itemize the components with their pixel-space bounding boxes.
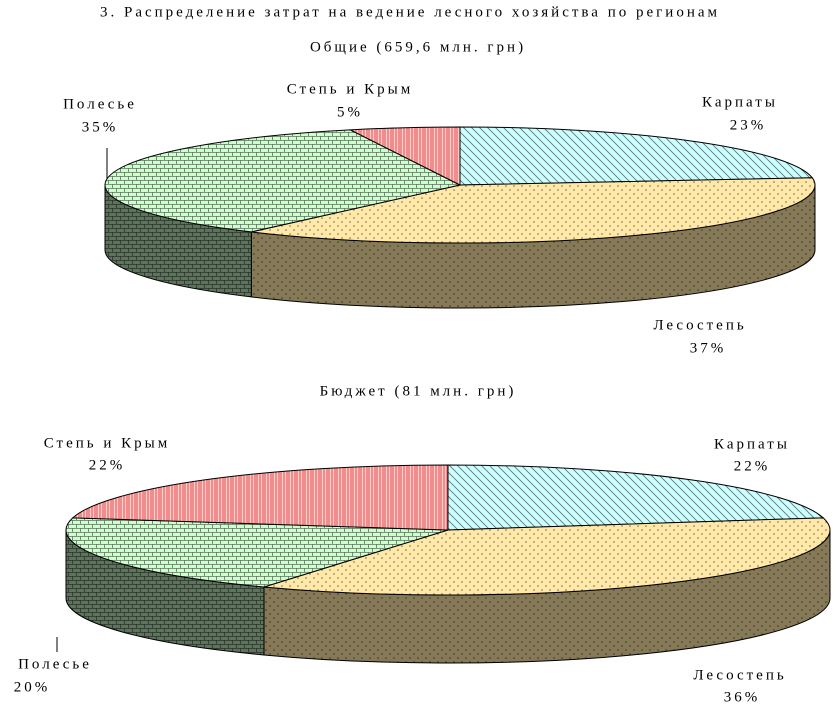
slice-label: Степь и Крым — [287, 81, 414, 97]
pie-slice — [71, 464, 449, 531]
chart-title: Бюджет (81 млн. грн) — [320, 383, 517, 399]
slice-value-label: 23% — [730, 117, 767, 133]
pie-slice — [348, 126, 461, 186]
chart-title: Общие (659,6 млн. грн) — [310, 39, 526, 55]
slice-label: Степь и Крым — [44, 435, 171, 451]
page-title: 3. Распределение затрат на ведение лесно… — [100, 4, 720, 20]
slice-value-label: 35% — [82, 119, 119, 135]
pie-slice — [447, 464, 825, 531]
slice-value-label: 22% — [734, 458, 771, 474]
slice-label: Карпаты — [714, 436, 790, 452]
pie-slice — [459, 126, 814, 186]
slice-label: Лесостепь — [693, 667, 786, 683]
slice-value-label: 5% — [337, 104, 363, 120]
pie-slice — [251, 177, 816, 244]
slice-label: Полесье — [63, 96, 137, 112]
slice-value-label: 36% — [724, 689, 761, 705]
pie-slice — [104, 129, 462, 233]
pie-slice — [65, 517, 449, 588]
slice-value-label: 22% — [89, 457, 126, 473]
slice-value-label: 20% — [14, 679, 51, 695]
slice-label: Полесье — [18, 656, 92, 672]
slice-value-label: 37% — [690, 340, 727, 356]
slice-label: Карпаты — [702, 94, 778, 110]
slice-label: Лесостепь — [653, 317, 746, 333]
pie-slice — [263, 517, 831, 596]
